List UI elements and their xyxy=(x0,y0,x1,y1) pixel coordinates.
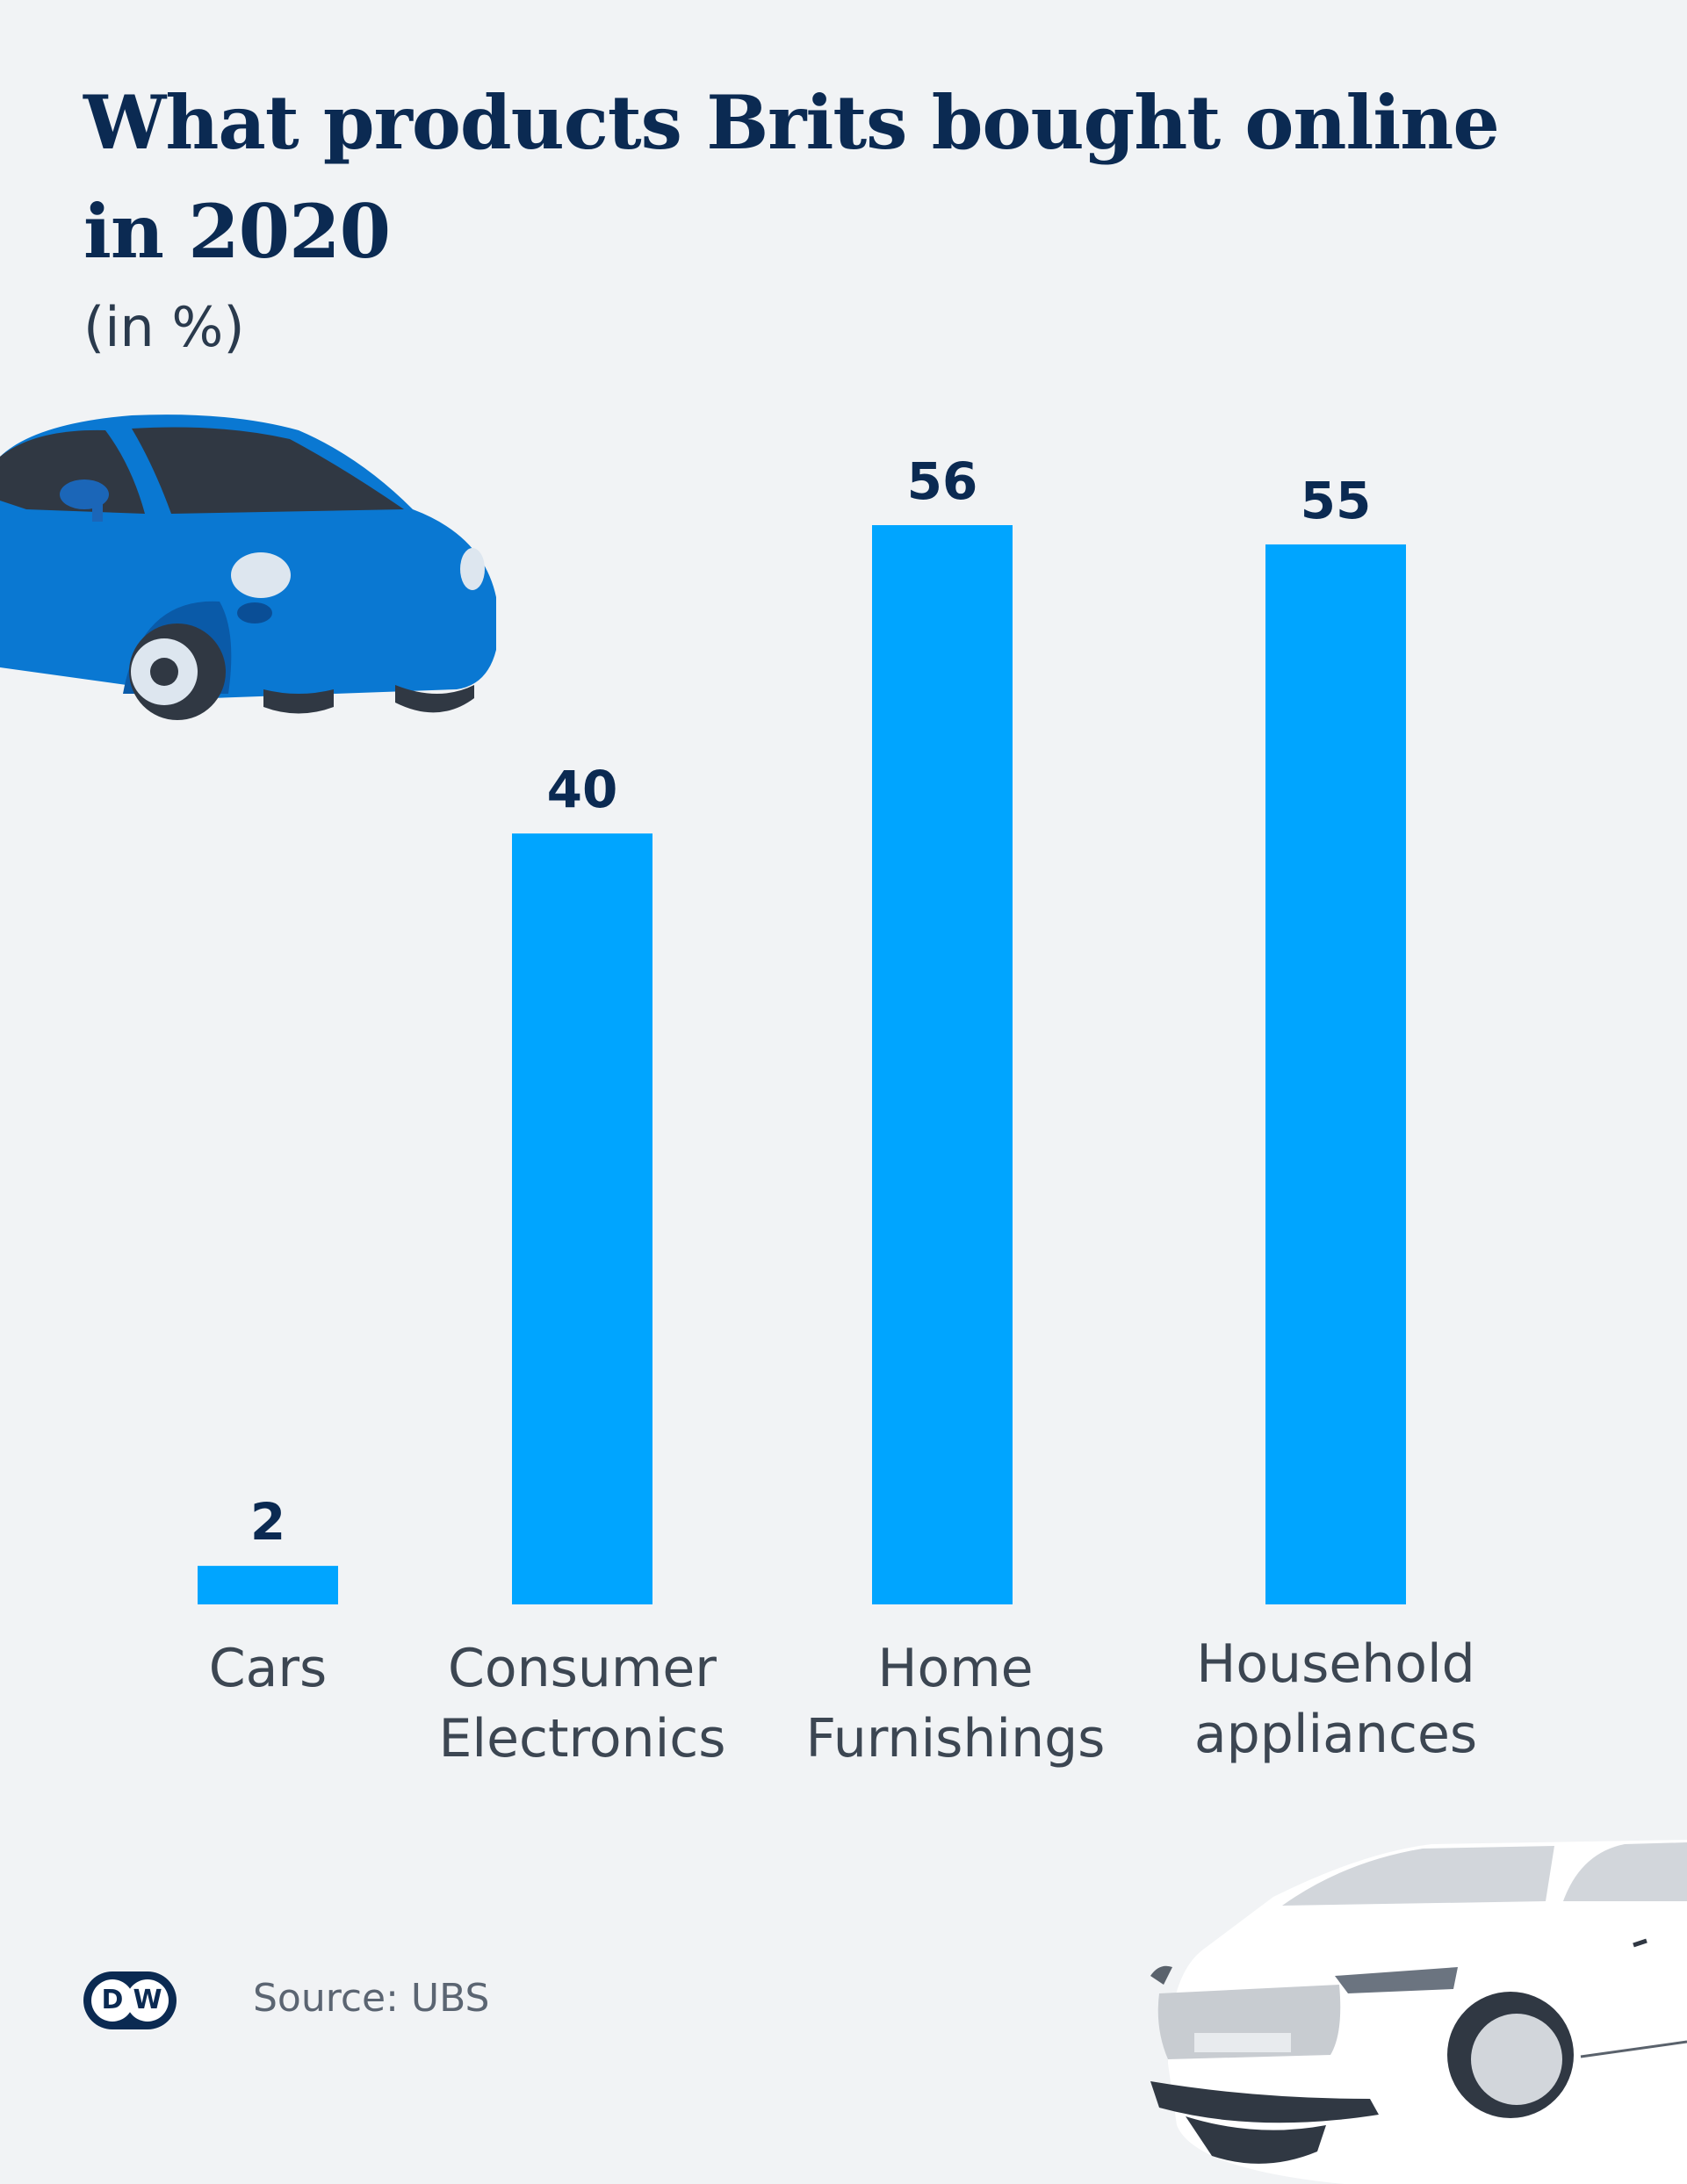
blue-car-icon xyxy=(0,414,496,720)
chart-title: What products Brits bought online in 202… xyxy=(83,79,1500,275)
bar-1 xyxy=(198,1566,338,1604)
bar-2 xyxy=(512,833,652,1604)
category-label: Home Furnishings xyxy=(806,1638,1106,1770)
category-label: Cars xyxy=(209,1638,328,1699)
category-label: Household appliances xyxy=(1194,1633,1477,1765)
bar-3 xyxy=(872,525,1013,1604)
chart-subtitle: (in %) xyxy=(83,295,245,359)
bar-4 xyxy=(1265,544,1406,1604)
bar-value-label: 2 xyxy=(250,1492,285,1552)
bar-chart: 2 Cars 40 Consumer Electronics 56 Home Furnishi… xyxy=(198,451,1477,1770)
grey-car-icon xyxy=(1150,1840,1687,2184)
category-label: Consumer Electronics xyxy=(438,1638,725,1770)
bar-value-label: 55 xyxy=(1301,471,1372,530)
bar-value-label: 56 xyxy=(907,451,978,511)
dw-logo-icon: D W xyxy=(83,1971,177,2029)
bar-value-label: 40 xyxy=(547,760,618,819)
source-note: Source: UBS xyxy=(253,1976,490,2021)
